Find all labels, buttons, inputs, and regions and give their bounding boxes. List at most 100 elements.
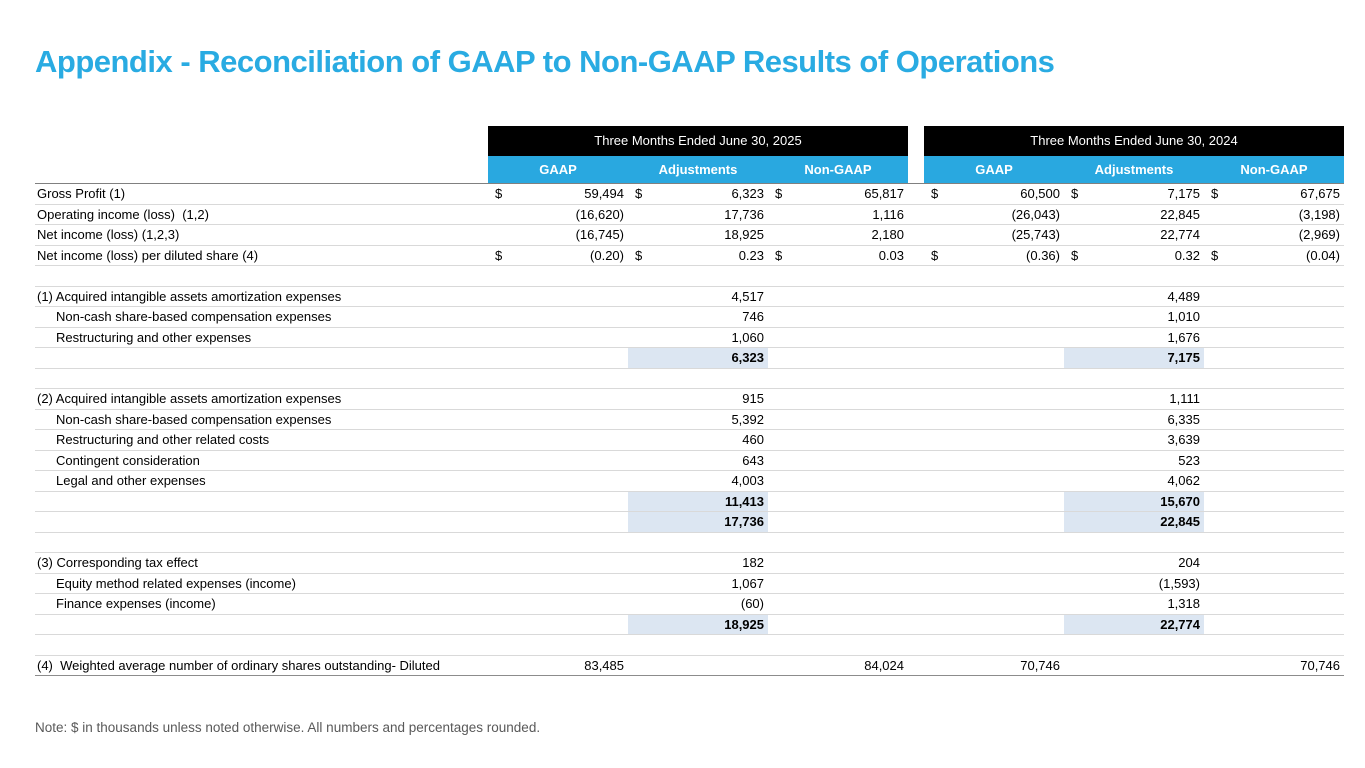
table-cell bbox=[924, 410, 1064, 430]
group-gap bbox=[908, 492, 924, 512]
cell-value: 746 bbox=[742, 309, 764, 325]
column-header-adjustments: Adjustments bbox=[1094, 162, 1174, 177]
table-cell: 1,010 bbox=[1064, 307, 1204, 327]
group-gap bbox=[908, 246, 924, 266]
cell-value: (0.04) bbox=[1306, 247, 1340, 263]
cell-value: 7,175 bbox=[1167, 350, 1200, 366]
row-label bbox=[35, 533, 488, 553]
table-cell bbox=[924, 369, 1064, 389]
table-cell: (2,969) bbox=[1204, 225, 1344, 245]
group-gap bbox=[908, 225, 924, 245]
currency-symbol: $ bbox=[1211, 247, 1219, 263]
cell-value: 0.03 bbox=[878, 247, 904, 263]
table-cell: 1,318 bbox=[1064, 594, 1204, 614]
table-cell bbox=[1064, 635, 1204, 655]
row-label bbox=[35, 266, 488, 286]
period-group-2024: Three Months Ended June 30, 2024 GAAP Ad… bbox=[924, 126, 1344, 183]
cell-value: (3,198) bbox=[1298, 206, 1340, 222]
cell-value: 6,323 bbox=[731, 186, 764, 202]
table-cell: 4,062 bbox=[1064, 471, 1204, 491]
table-cell: $59,494 bbox=[488, 184, 628, 204]
group-gap bbox=[908, 594, 924, 614]
row-label: Non-cash share-based compensation expens… bbox=[56, 411, 332, 427]
row-label: Contingent consideration bbox=[56, 452, 200, 468]
table-row: Net income (loss) (1,2,3) (16,745) 18,925 2… bbox=[35, 225, 1344, 246]
table-cell bbox=[768, 594, 908, 614]
table-cell: 17,736 bbox=[628, 205, 768, 225]
cell-value: 6,323 bbox=[731, 350, 764, 366]
cell-value: 84,024 bbox=[864, 657, 904, 673]
row-label bbox=[35, 615, 488, 635]
table-row: 6,323 7,175 bbox=[35, 348, 1344, 369]
table-cell bbox=[488, 410, 628, 430]
row-label: Restructuring and other expenses bbox=[56, 329, 252, 345]
table-cell: 11,413 bbox=[628, 491, 768, 511]
row-label: Operating income (loss) (1,2) bbox=[37, 206, 209, 222]
table-cell: $ (0.20) bbox=[488, 246, 628, 266]
table-cell bbox=[488, 533, 628, 553]
table-cell bbox=[924, 430, 1064, 450]
currency-symbol: $ bbox=[1211, 186, 1219, 202]
cell-value: 523 bbox=[1178, 452, 1200, 468]
cell-value: 182 bbox=[742, 555, 764, 571]
table-cell bbox=[1204, 430, 1344, 450]
table-cell: 915 bbox=[628, 389, 768, 409]
table-cell bbox=[768, 287, 908, 307]
currency-symbol: $ bbox=[495, 247, 503, 263]
table-cell bbox=[924, 471, 1064, 491]
cell-value: (0.36) bbox=[1026, 247, 1060, 263]
cell-value: 83,485 bbox=[584, 657, 624, 673]
table-cell bbox=[488, 307, 628, 327]
table-cell bbox=[488, 389, 628, 409]
cell-value: 22,845 bbox=[1160, 514, 1200, 530]
cell-value: 11,413 bbox=[724, 493, 764, 509]
column-header-gaap: GAAP bbox=[975, 162, 1013, 177]
row-label: (4) Weighted average number of ordinary … bbox=[37, 657, 440, 673]
table-row: Finance expenses (income) (60) 1,318 bbox=[35, 594, 1344, 615]
table-cell bbox=[1064, 369, 1204, 389]
table-cell bbox=[924, 492, 1064, 512]
table-cell: 17,736 bbox=[628, 512, 768, 532]
table-cell bbox=[768, 348, 908, 368]
group-gap bbox=[908, 205, 924, 225]
group-gap bbox=[908, 348, 924, 368]
table-row bbox=[35, 635, 1344, 656]
column-header-adjustments: Adjustments bbox=[658, 162, 738, 177]
cell-value: 0.23 bbox=[738, 247, 764, 263]
table-cell bbox=[1204, 287, 1344, 307]
group-gap bbox=[908, 389, 924, 409]
table-cell bbox=[488, 574, 628, 594]
table-cell: 15,670 bbox=[1064, 491, 1204, 511]
group-gap bbox=[908, 184, 924, 204]
cell-value: 1,116 bbox=[872, 206, 904, 222]
table-cell bbox=[768, 492, 908, 512]
currency-symbol: $ bbox=[775, 186, 783, 202]
table-cell: 1,676 bbox=[1064, 328, 1204, 348]
row-label bbox=[35, 635, 488, 655]
table-cell bbox=[768, 328, 908, 348]
table-cell bbox=[488, 369, 628, 389]
table-cell bbox=[1204, 369, 1344, 389]
group-gap bbox=[908, 430, 924, 450]
cell-value: 17,736 bbox=[724, 206, 764, 222]
cell-value: 6,335 bbox=[1167, 411, 1200, 427]
currency-symbol: $ bbox=[635, 186, 643, 202]
cell-value: (0.20) bbox=[590, 247, 624, 263]
table-cell: (25,743) bbox=[924, 225, 1064, 245]
table-row bbox=[35, 369, 1344, 389]
row-label: (2) Acquired intangible assets amortizat… bbox=[37, 391, 342, 407]
table-cell: 523 bbox=[1064, 451, 1204, 471]
table-cell bbox=[768, 430, 908, 450]
table-cell: 746 bbox=[628, 307, 768, 327]
period-title-2025: Three Months Ended June 30, 2025 bbox=[488, 126, 908, 156]
table-cell bbox=[924, 287, 1064, 307]
table-cell bbox=[924, 533, 1064, 553]
table-cell bbox=[924, 574, 1064, 594]
table-cell bbox=[924, 266, 1064, 286]
table-cell: 70,746 bbox=[924, 656, 1064, 676]
period-title-2024: Three Months Ended June 30, 2024 bbox=[924, 126, 1344, 156]
cell-value: 204 bbox=[1178, 555, 1200, 571]
table-cell: 182 bbox=[628, 553, 768, 573]
table-cell: $7,175 bbox=[1064, 184, 1204, 204]
table-cell: $60,500 bbox=[924, 184, 1064, 204]
